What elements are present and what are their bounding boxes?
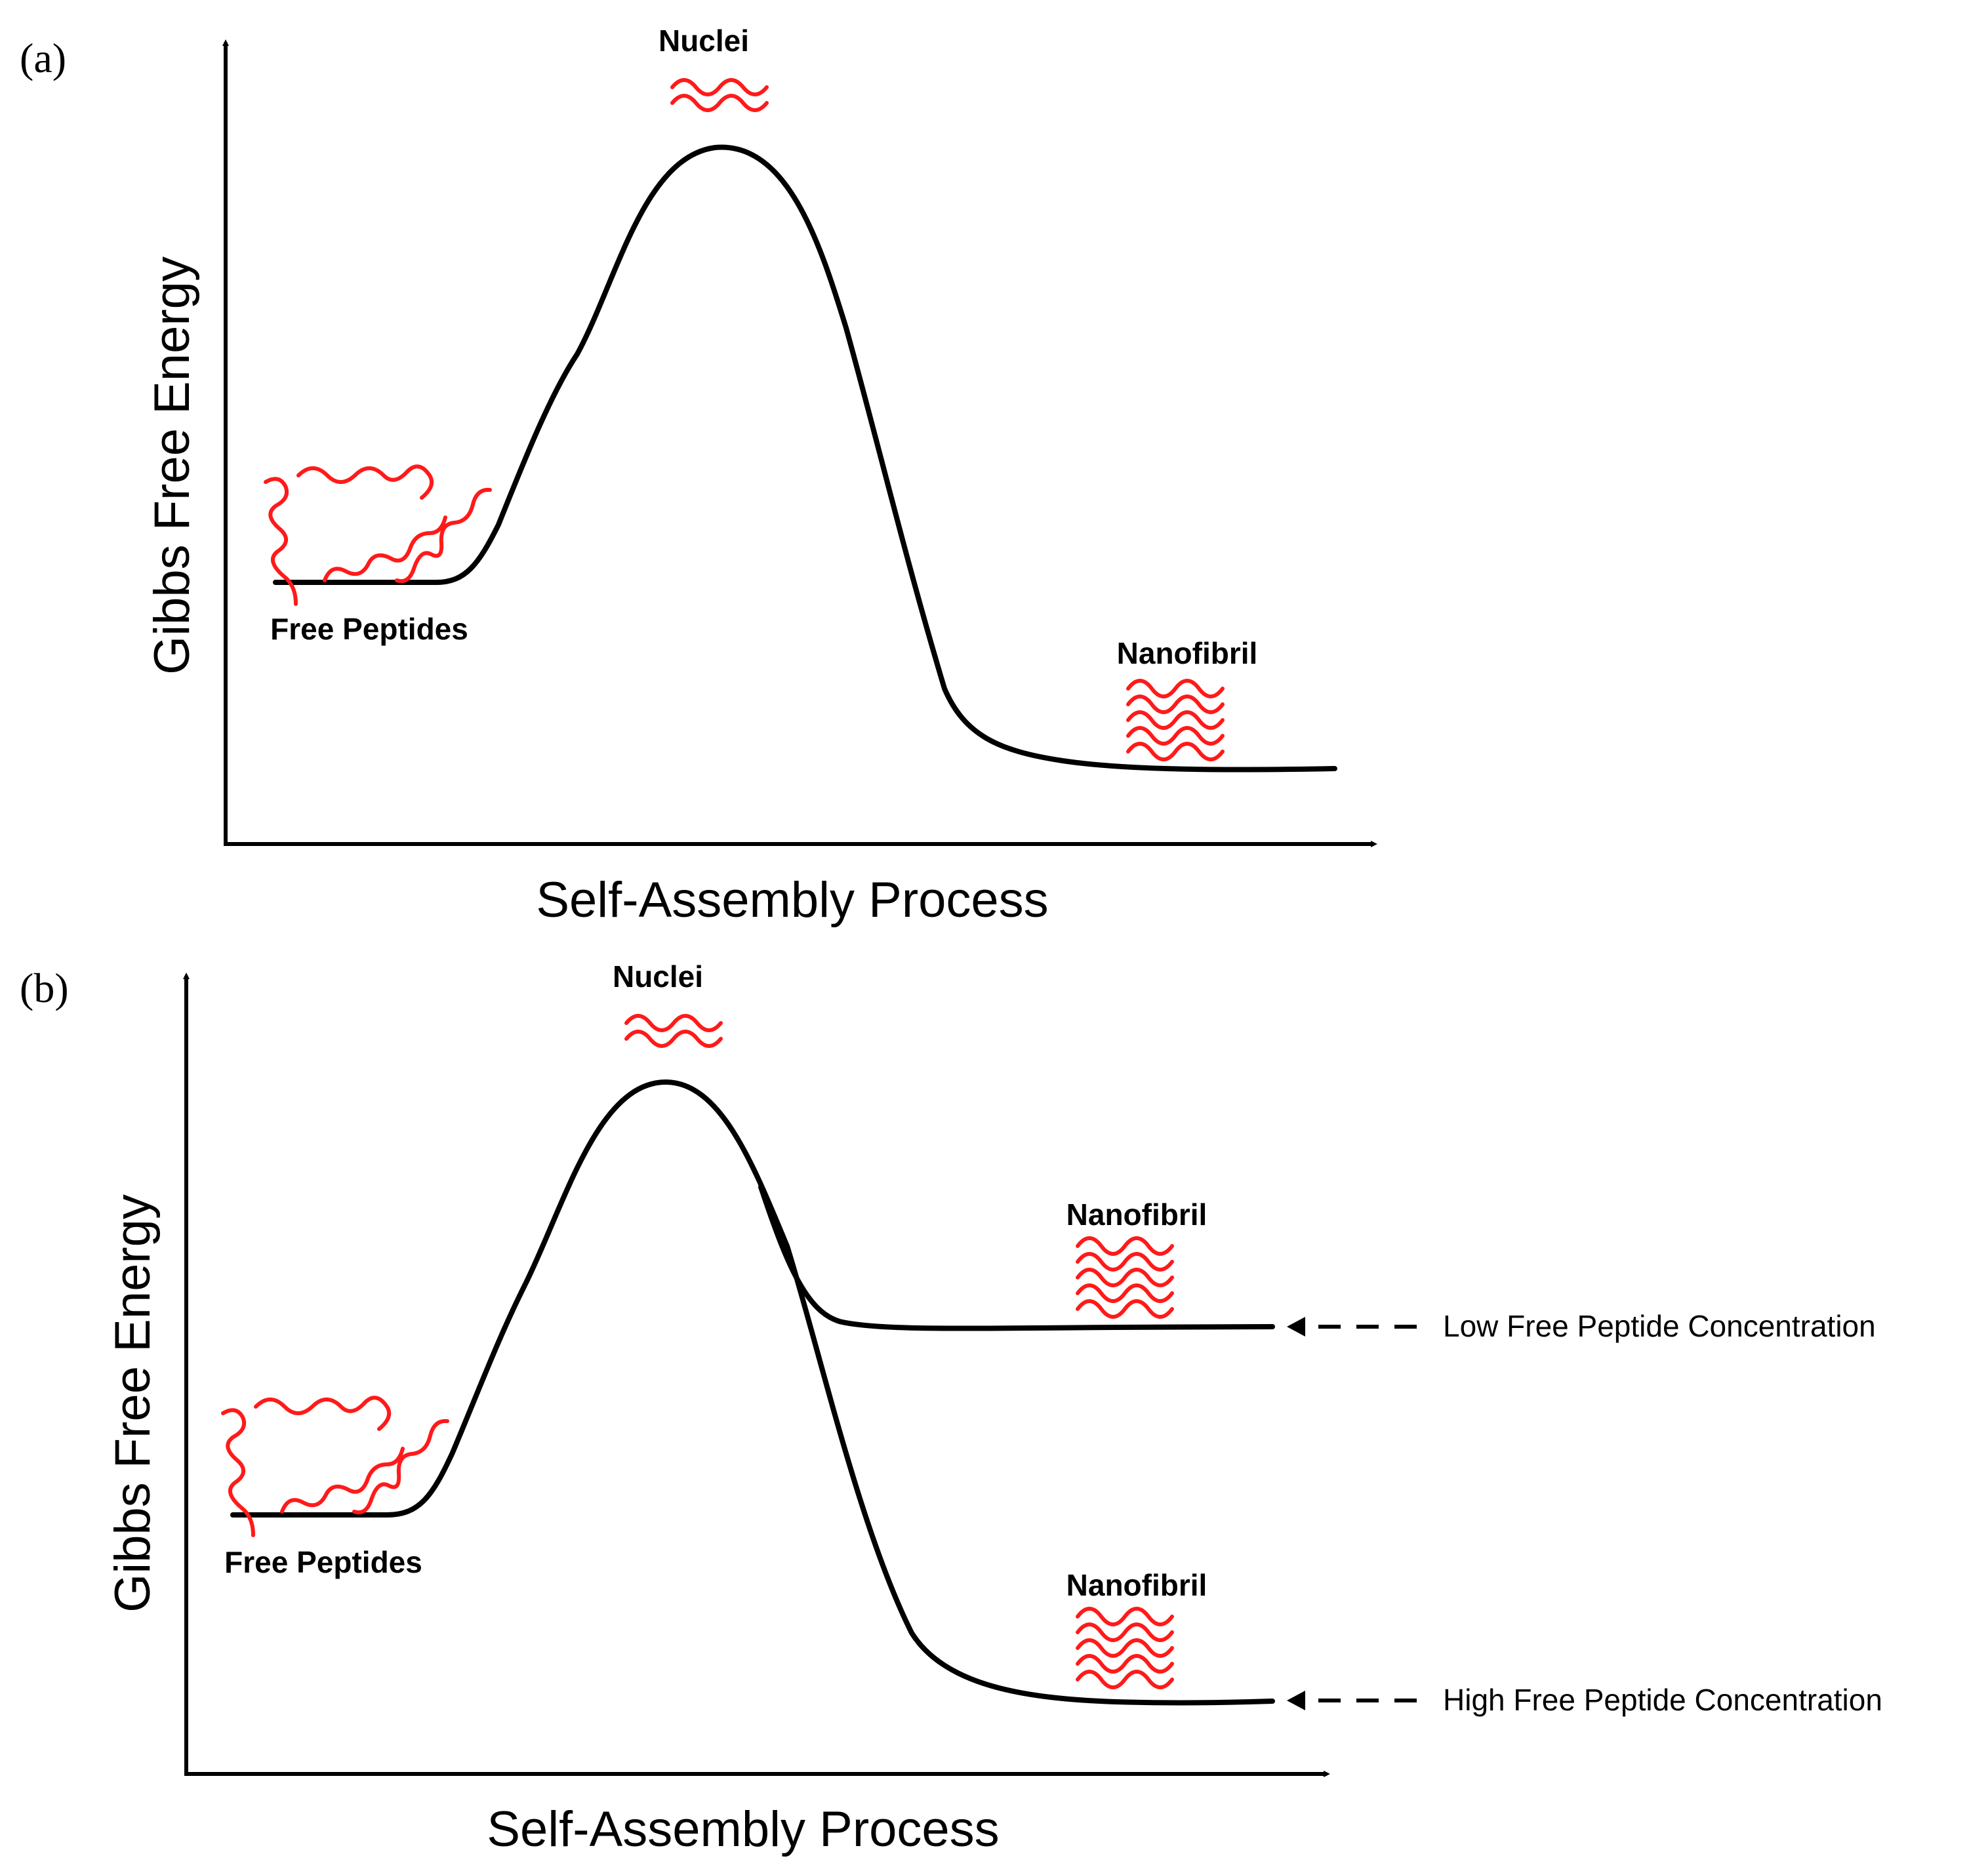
panel-a-nuclei-icon <box>672 80 767 110</box>
panel-b: (b) Gibbs Free Energy Self-Assembly Proc… <box>20 959 1882 1857</box>
panel-b-energy-curve-low <box>758 1184 1275 1331</box>
panel-a-x-axis-label: Self-Assembly Process <box>536 872 1048 928</box>
high-concentration-label: High Free Peptide Concentration <box>1443 1683 1882 1717</box>
panel-a-label: (a) <box>20 35 66 81</box>
panel-b-free-peptides-label: Free Peptides <box>224 1545 422 1579</box>
panel-a-nanofibril-icon <box>1128 681 1223 759</box>
panel-b-nanofibril-upper-label: Nanofibril <box>1066 1197 1207 1232</box>
panel-b-energy-curve-high <box>230 1079 1275 1706</box>
panel-b-nuclei-label: Nuclei <box>613 959 703 994</box>
panel-b-label: (b) <box>20 965 69 1011</box>
panel-b-nanofibril-lower-icon <box>1078 1609 1172 1687</box>
panel-a-nanofibril-label: Nanofibril <box>1117 636 1258 670</box>
panel-a-free-peptides-label: Free Peptides <box>270 612 468 646</box>
panel-b-nanofibril-lower-label: Nanofibril <box>1066 1568 1207 1602</box>
panel-b-x-axis-label: Self-Assembly Process <box>487 1801 999 1857</box>
low-concentration-pointer <box>1287 1317 1417 1337</box>
panel-a-y-axis-label: Gibbs Free Energy <box>144 256 200 675</box>
panel-a: (a) Gibbs Free Energy Self-Assembly Proc… <box>20 24 1377 928</box>
panel-b-y-axis-label: Gibbs Free Energy <box>105 1194 161 1613</box>
panel-a-nuclei-label: Nuclei <box>659 24 749 58</box>
panel-b-nanofibril-upper-icon <box>1078 1238 1172 1317</box>
panel-b-nuclei-icon <box>626 1016 721 1046</box>
panel-a-energy-curve <box>273 144 1337 773</box>
low-concentration-label: Low Free Peptide Concentration <box>1443 1309 1876 1343</box>
high-concentration-pointer <box>1287 1691 1417 1710</box>
